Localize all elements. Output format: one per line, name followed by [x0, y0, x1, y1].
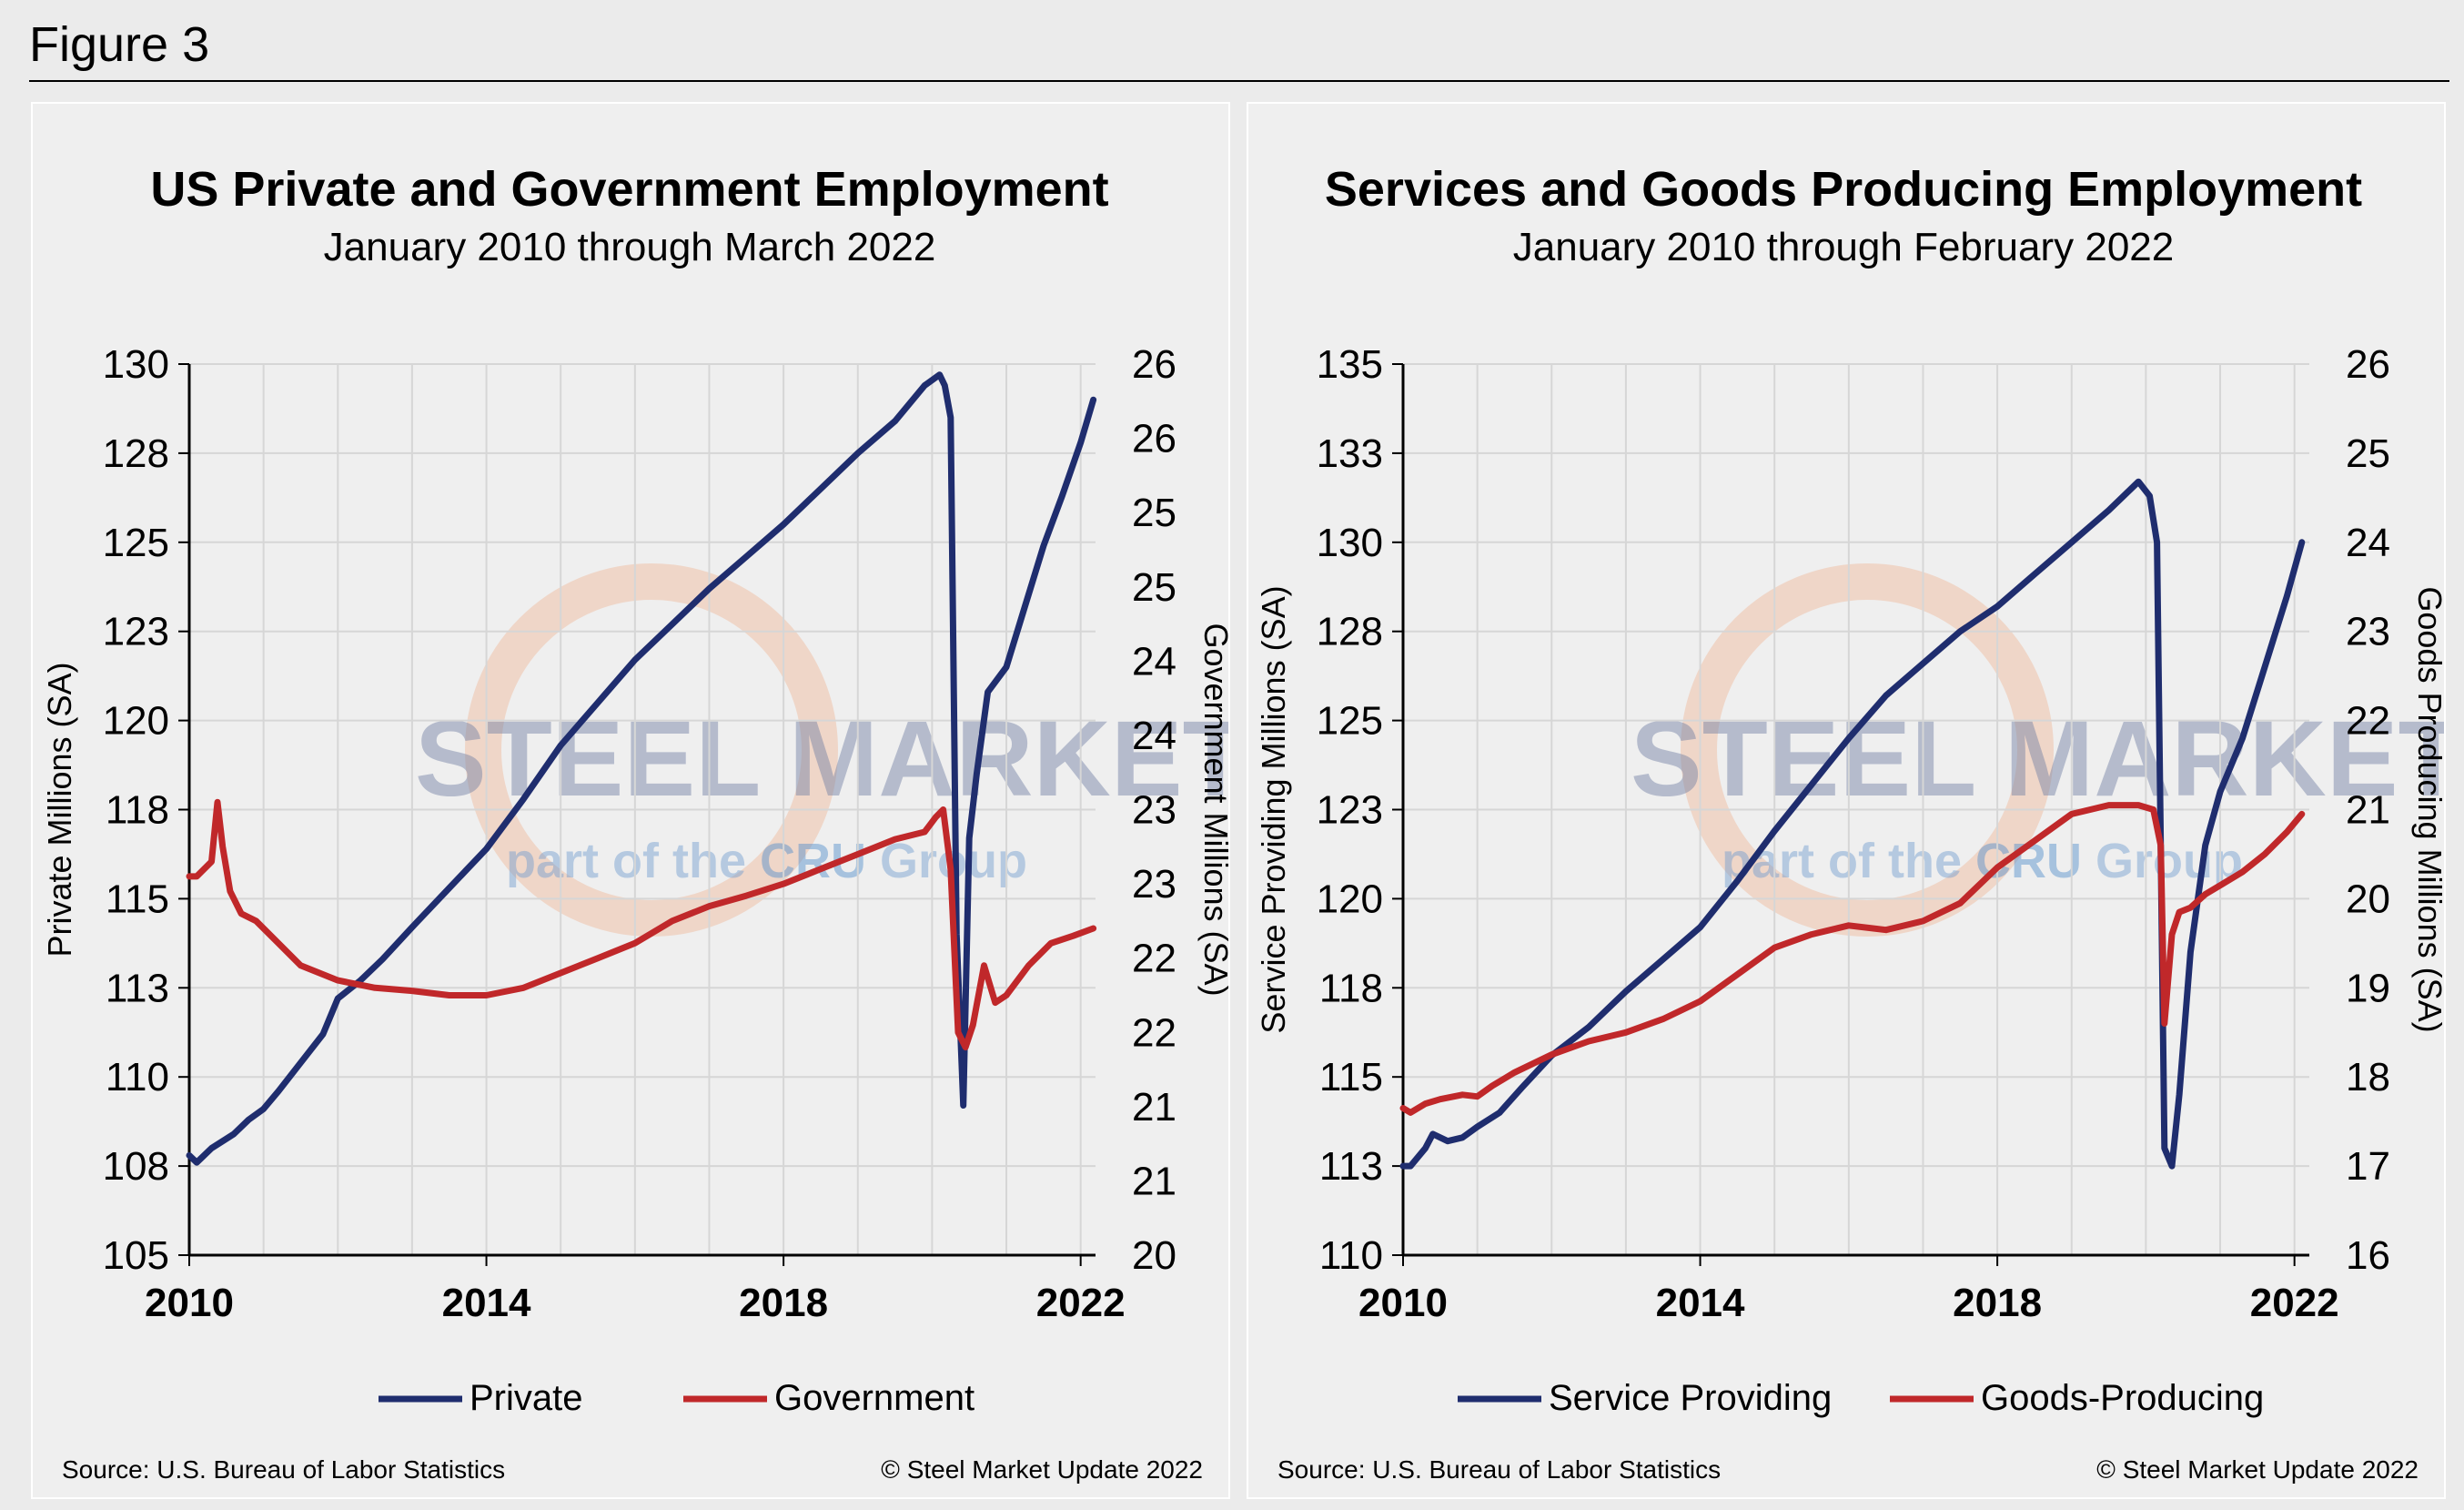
y2-tick-label: 25 [2346, 431, 2390, 476]
x-tick-label: 2010 [1358, 1281, 1448, 1325]
y-tick-label: 110 [1319, 1233, 1383, 1278]
watermark-swoosh [1681, 563, 2054, 937]
y-tick-label: 115 [106, 877, 169, 921]
y-tick-label: 108 [103, 1144, 169, 1189]
y2-tick-label: 26 [1132, 417, 1176, 461]
legend-label: Private [470, 1378, 583, 1418]
series-line-private [186, 371, 1097, 1166]
y2-tick-label: 26 [2346, 342, 2390, 387]
y-tick-label: 113 [1319, 1144, 1383, 1189]
legend-label: Service Providing [1549, 1378, 1832, 1418]
y2-tick-label: 21 [1132, 1085, 1176, 1130]
chart-subtitle: January 2010 through March 2022 [324, 225, 936, 269]
y2-tick-label: 20 [2346, 877, 2390, 921]
watermark-main: STEEL MARKET UPDATE [1631, 699, 2444, 819]
figure-title: Figure 3 [29, 17, 210, 72]
y2-tick-label: 24 [1132, 639, 1176, 684]
x-tick-label: 2018 [739, 1281, 828, 1325]
x-tick-label: 2010 [145, 1281, 234, 1325]
chart-left: STEEL MARKET UPDATEpart of the CRU Group… [41, 162, 1228, 1484]
series-line-government [186, 798, 1097, 1051]
series-line-service-providing [1399, 478, 2306, 1170]
y2-tick-label: 23 [1132, 862, 1176, 907]
watermark-swoosh [465, 563, 838, 937]
y-tick-label: 128 [1317, 610, 1383, 654]
y2-tick-label: 23 [1132, 788, 1176, 833]
y2-tick-label: 23 [2346, 610, 2390, 654]
y-tick-label: 105 [103, 1233, 169, 1278]
legend-label: Government [774, 1378, 974, 1418]
y2-tick-label: 25 [1132, 491, 1176, 535]
y-tick-label: 110 [106, 1055, 169, 1100]
source-note: Source: U.S. Bureau of Labor Statistics [1277, 1455, 1721, 1484]
y-tick-label: 125 [1317, 699, 1383, 744]
y-tick-label: 115 [1319, 1055, 1383, 1100]
legend-label: Goods-Producing [1981, 1378, 2264, 1418]
y2-axis-title: Government Millions (SA) [1197, 623, 1228, 996]
chart-title: US Private and Government Employment [150, 162, 1108, 217]
y2-axis-title: Goods Producing Millions (SA) [2411, 586, 2444, 1032]
y-axis-title: Private Millions (SA) [41, 662, 78, 957]
y-tick-label: 135 [1317, 342, 1383, 387]
x-tick-label: 2022 [1036, 1281, 1126, 1325]
y-tick-label: 120 [103, 699, 169, 744]
series-line-goods-producing [1399, 802, 2306, 1116]
y2-tick-label: 21 [2346, 788, 2390, 833]
y-tick-label: 118 [106, 788, 169, 833]
y2-tick-label: 17 [2346, 1144, 2390, 1189]
y2-tick-label: 20 [1132, 1233, 1176, 1278]
y-tick-label: 130 [1317, 521, 1383, 565]
figure-title-rule [29, 80, 2449, 82]
copyright-note: © Steel Market Update 2022 [881, 1455, 1203, 1484]
y2-tick-label: 22 [2346, 699, 2390, 744]
y-tick-label: 120 [1317, 877, 1383, 921]
chart-title: Services and Goods Producing Employment [1325, 162, 2362, 217]
y2-tick-label: 26 [1132, 342, 1176, 387]
chart-subtitle: January 2010 through February 2022 [1513, 225, 2175, 269]
y2-tick-label: 24 [1132, 714, 1176, 758]
copyright-note: © Steel Market Update 2022 [2096, 1455, 2419, 1484]
y2-tick-label: 25 [1132, 565, 1176, 610]
y-tick-label: 133 [1317, 431, 1383, 476]
y-axis-title: Service Providing Millions (SA) [1255, 585, 1292, 1033]
y-tick-label: 113 [106, 966, 169, 1010]
x-tick-label: 2018 [1953, 1281, 2042, 1325]
watermark-main: STEEL MARKET UPDATE [415, 699, 1228, 819]
y2-tick-label: 22 [1132, 1010, 1176, 1055]
source-note: Source: U.S. Bureau of Labor Statistics [62, 1455, 505, 1484]
y-tick-label: 125 [103, 521, 169, 565]
x-tick-label: 2014 [442, 1281, 531, 1325]
y2-tick-label: 22 [1132, 937, 1176, 981]
chart-panel-right: STEEL MARKET UPDATEpart of the CRU Group… [1247, 102, 2446, 1499]
y-tick-label: 118 [1319, 966, 1383, 1010]
chart-right: STEEL MARKET UPDATEpart of the CRU Group… [1255, 162, 2444, 1484]
y2-tick-label: 24 [2346, 521, 2390, 565]
y-tick-label: 130 [103, 342, 169, 387]
y2-tick-label: 18 [2346, 1055, 2390, 1100]
y2-tick-label: 19 [2346, 966, 2390, 1010]
y2-tick-label: 16 [2346, 1233, 2390, 1278]
y-tick-label: 123 [103, 610, 169, 654]
x-tick-label: 2022 [2250, 1281, 2339, 1325]
y-tick-label: 123 [1317, 788, 1383, 833]
x-tick-label: 2014 [1656, 1281, 1745, 1325]
chart-panel-left: STEEL MARKET UPDATEpart of the CRU Group… [31, 102, 1230, 1499]
y2-tick-label: 21 [1132, 1159, 1176, 1203]
y-tick-label: 128 [103, 431, 169, 476]
